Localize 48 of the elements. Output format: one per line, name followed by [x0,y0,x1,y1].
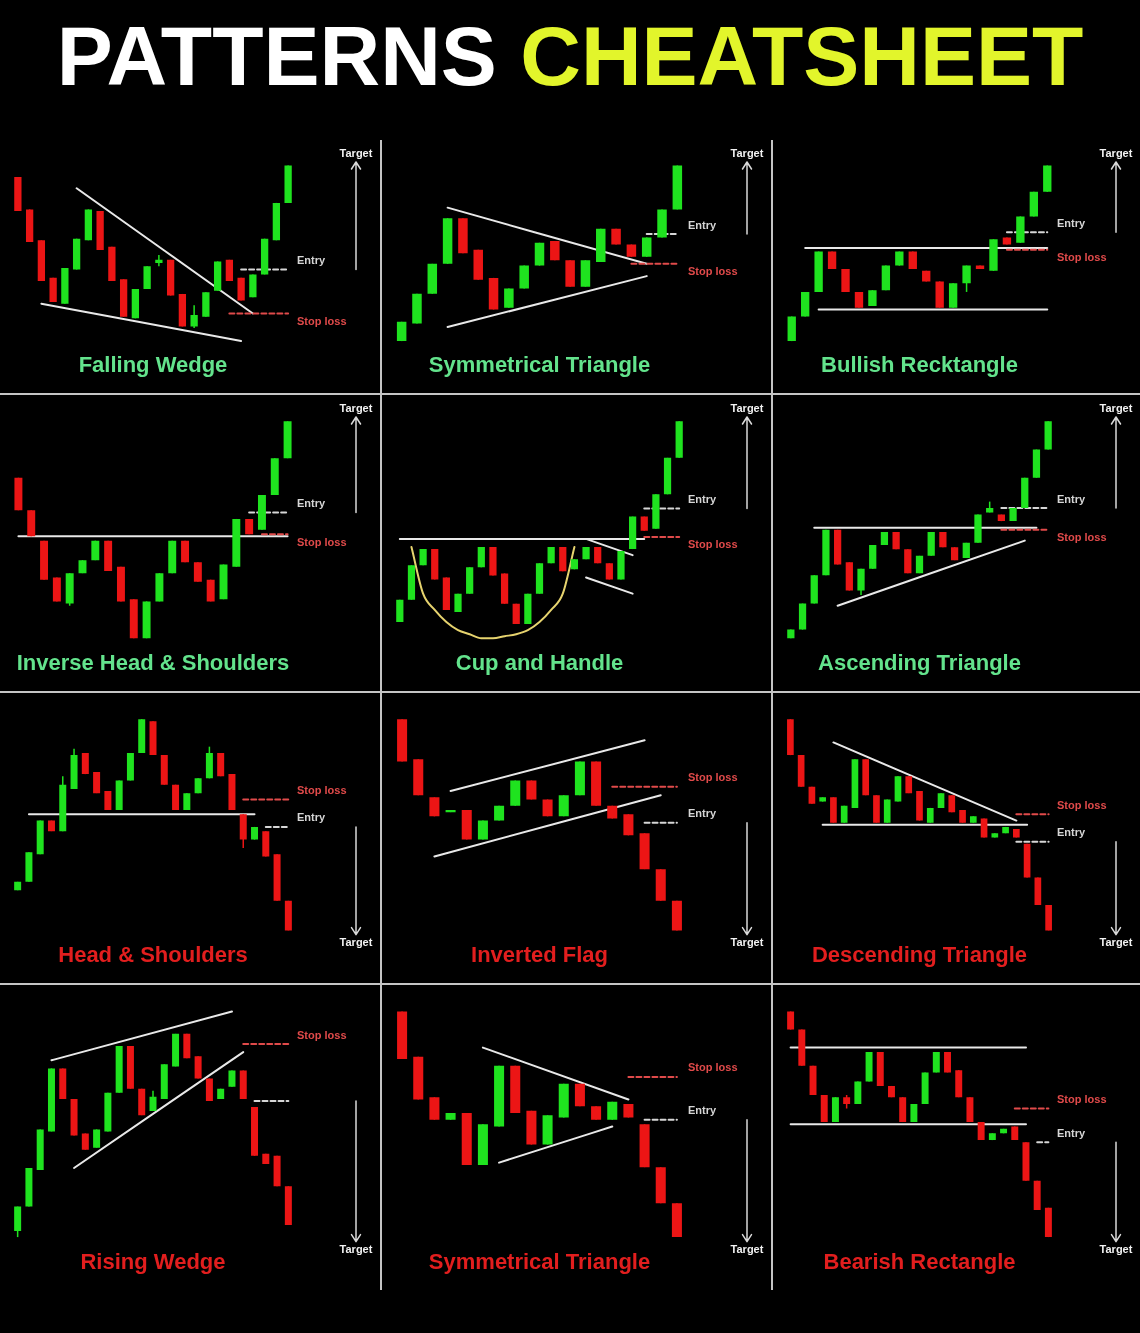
text: Falling Wedge [78,351,228,377]
text: Target [1099,1243,1133,1256]
text: Descending Triangle [811,941,1028,967]
text: Target [339,936,373,949]
series-label: Entry [688,807,717,820]
text: Target [730,936,764,949]
text: Target [730,146,764,159]
text: Inverted Flag [471,941,608,967]
series-label: Stop loss [688,265,738,278]
text: Target [730,401,764,414]
series-label: Entry [688,493,717,506]
text: Target [1099,401,1133,414]
text: Inverse Head & Shoulders [16,649,290,675]
series-label: Entry [297,496,326,509]
text: Target [1099,146,1133,159]
series-label: Entry [688,218,717,231]
text: Symmetrical Triangle [428,1248,651,1274]
text: Target [339,401,373,414]
text: Rising Wedge [80,1248,226,1274]
series-label: Entry [1057,216,1086,229]
text: Target [730,1243,764,1256]
series-label: Entry [297,254,326,267]
series-label: Entry [688,1104,717,1117]
text: Target [339,1243,373,1256]
series-label: Stop loss [688,771,738,784]
text: PATTERNS CHEATSHEET [56,9,1084,103]
series-label: Entry [1057,1126,1086,1139]
series-label: Entry [1057,492,1086,505]
series-label: Entry [1057,826,1086,839]
series-label: Stop loss [1057,1093,1107,1106]
text: Bearish Rectangle [823,1248,1016,1274]
series-label: Stop loss [688,538,738,551]
series-label: Stop loss [1057,531,1107,544]
series-label: Stop loss [688,1061,738,1074]
series-label: Stop loss [297,535,347,548]
text: Ascending Triangle [818,649,1021,675]
text: Head & Shoulders [58,941,248,967]
text: Target [1099,936,1133,949]
text: Symmetrical Triangle [428,351,651,377]
series-label: Stop loss [1057,251,1107,264]
text: Cup and Handle [455,649,624,675]
series-label: Stop loss [297,783,347,796]
series-label: Stop loss [297,314,347,327]
text: Target [339,146,373,159]
series-label: Stop loss [297,1028,347,1041]
series-label: Stop loss [1057,798,1107,811]
text: Bullish Recktangle [821,351,1018,377]
series-label: Entry [297,811,326,824]
